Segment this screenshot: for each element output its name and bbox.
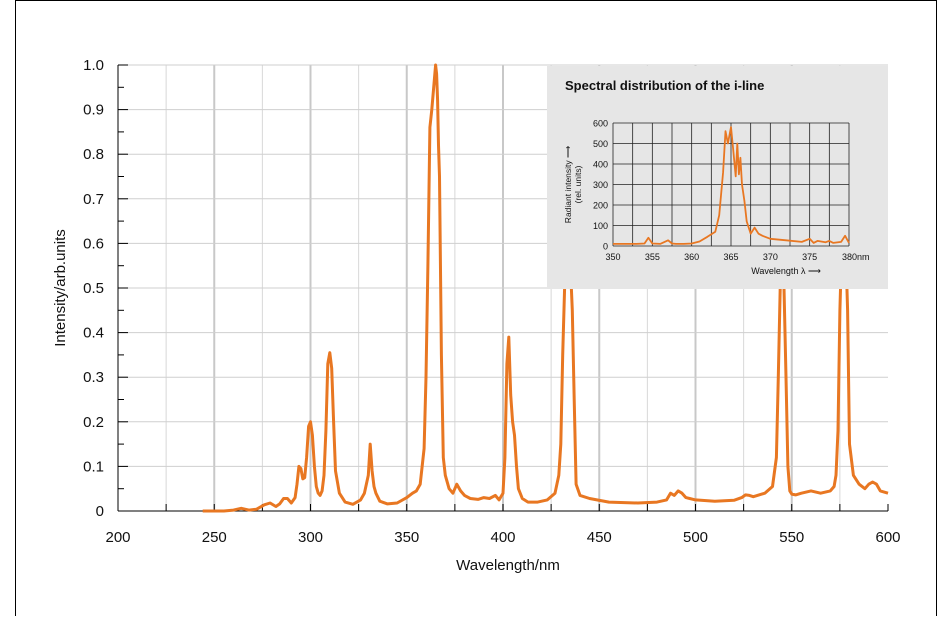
inset-y-axis-unit: (rel. units) bbox=[573, 165, 583, 203]
inset-x-tick-label: 355 bbox=[645, 252, 660, 262]
y-tick-label: 0.1 bbox=[83, 458, 104, 475]
y-tick-label: 0.9 bbox=[83, 102, 104, 119]
inset-y-tick-label: 0 bbox=[603, 242, 608, 252]
y-axis-label: Intensity/arb.units bbox=[52, 229, 69, 347]
inset-y-tick-label: 500 bbox=[593, 139, 608, 149]
inset-y-tick-label: 200 bbox=[593, 201, 608, 211]
x-tick-label: 550 bbox=[779, 529, 804, 546]
x-tick-label: 600 bbox=[875, 529, 900, 546]
y-tick-label: 0.6 bbox=[83, 235, 104, 252]
x-tick-label: 450 bbox=[587, 529, 612, 546]
spectrum-line bbox=[202, 63, 889, 513]
x-tick-label: 400 bbox=[490, 529, 515, 546]
inset-y-tick-label: 100 bbox=[593, 221, 608, 231]
y-tick-label: 0.3 bbox=[83, 369, 104, 386]
inset-x-tick-label: 375 bbox=[802, 252, 817, 262]
y-tick-label: 1.0 bbox=[83, 57, 104, 74]
x-tick-label: 200 bbox=[105, 529, 130, 546]
inset-x-tick-label: 380nm bbox=[842, 252, 870, 262]
inset-title: Spectral distribution of the i-line bbox=[565, 78, 764, 93]
y-tick-label: 0.8 bbox=[83, 146, 104, 163]
y-tick-label: 0.5 bbox=[83, 280, 104, 297]
y-tick-label: 0.7 bbox=[83, 191, 104, 208]
inset-y-tick-label: 400 bbox=[593, 160, 608, 170]
x-tick-label: 300 bbox=[298, 529, 323, 546]
inset-x-tick-label: 360 bbox=[684, 252, 699, 262]
inset-x-axis-label: Wavelength λ ⟶ bbox=[751, 266, 821, 276]
y-tick-label: 0.4 bbox=[83, 325, 104, 342]
inset-chart: Spectral distribution of the i-line 0 100 2… bbox=[547, 66, 888, 289]
inset-y-tick-label: 300 bbox=[593, 180, 608, 190]
x-tick-label: 350 bbox=[394, 529, 419, 546]
y-tick-label: 0 bbox=[96, 503, 104, 520]
inset-spectrum-line bbox=[613, 126, 850, 245]
inset-x-tick-label: 370 bbox=[763, 252, 778, 262]
x-tick-label: 250 bbox=[202, 529, 227, 546]
inset-x-tick-label: 350 bbox=[605, 252, 620, 262]
inset-y-axis-label: Radiant intensity ⟶ bbox=[563, 145, 573, 223]
x-tick-label: 500 bbox=[683, 529, 708, 546]
x-axis-label: Wavelength/nm bbox=[456, 557, 560, 574]
y-tick-label: 0.2 bbox=[83, 414, 104, 431]
figure-frame bbox=[15, 0, 937, 616]
inset-background bbox=[547, 66, 888, 289]
inset-y-tick-label: 600 bbox=[593, 119, 608, 129]
inset-x-tick-label: 365 bbox=[723, 252, 738, 262]
